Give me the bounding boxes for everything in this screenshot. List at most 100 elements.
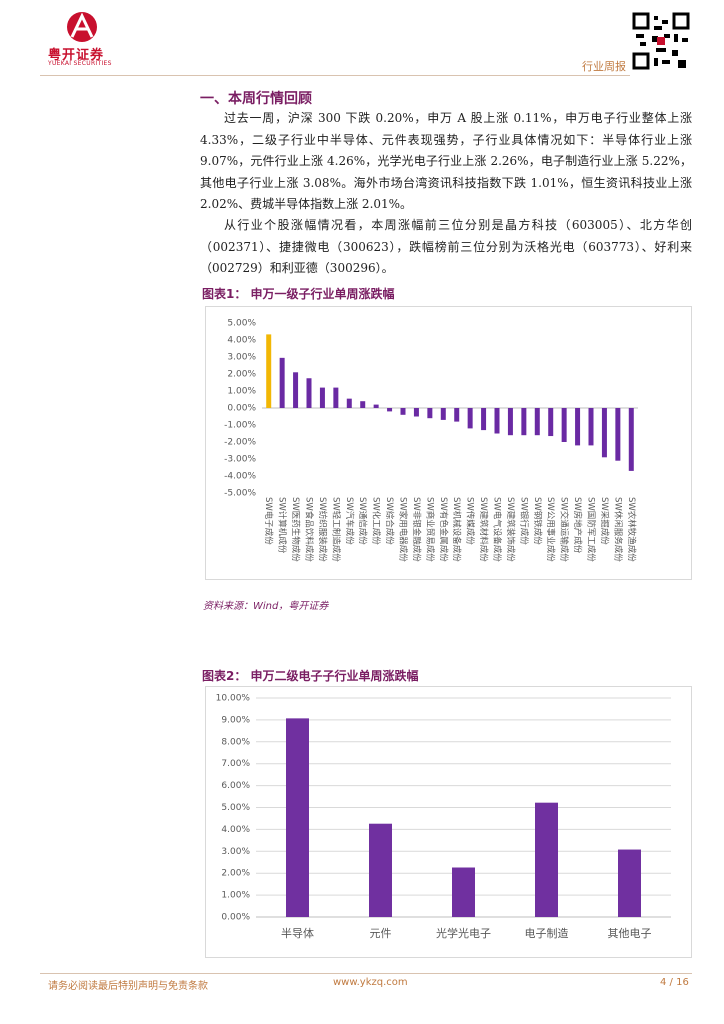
x-tick-label: SW纺织服装成份 [317,497,328,562]
x-tick-label: SW国防军工成份 [586,497,597,562]
qr-code [632,12,690,70]
y-tick-label: 5.00% [221,803,250,813]
x-tick-label: SW轻工制造成份 [330,497,341,562]
bar [360,401,366,408]
bar [286,718,309,917]
y-tick-label: 10.00% [216,694,251,704]
x-tick-label: SW公用事业成份 [545,497,556,562]
bar [588,408,594,446]
y-tick-label: 0.00% [221,913,250,923]
y-tick-label: 6.00% [221,781,250,791]
chart: 10.00% 9.00% 8.00% 7.00% 6.00% 5.00% 4.00% 3.00… [205,686,692,958]
bar [628,408,634,471]
bar [534,408,540,436]
x-tick-label: SW有色金属成份 [438,497,449,562]
bar [413,408,419,417]
bar [373,404,379,408]
bar [601,408,607,458]
y-tick-label: 3.00% [227,353,256,363]
bar [521,408,527,436]
bar [369,823,392,917]
bar [454,408,460,422]
x-tick-label: SW计算机成份 [277,497,288,554]
bar [575,408,581,446]
y-tick-label: 7.00% [221,759,250,769]
y-tick-label: 4.00% [227,336,256,346]
bar [548,408,554,437]
page-number: 4 / 16 [660,977,689,988]
bar [427,408,433,419]
y-tick-label: 8.00% [221,737,250,747]
bar [507,408,513,436]
x-tick-label: SW传媒成份 [465,497,476,545]
y-tick-label: -3.00% [224,455,256,465]
y-tick-label: 2.00% [227,370,256,380]
y-tick-label: -4.00% [224,472,256,482]
x-tick-label: SW休闲服务成份 [612,497,623,562]
bar [306,378,312,408]
header-rule [40,75,630,76]
x-tick-label: 光学光电子 [436,926,491,940]
bar [615,408,621,461]
y-tick-label: -2.00% [224,438,256,448]
bar [467,408,473,429]
footer-rule [40,973,692,974]
x-tick-label: SW房地产成份 [572,497,583,554]
bar [481,408,487,431]
bar [266,334,272,408]
figure-caption: 图表2： 申万二级电子子行业单周涨跌幅 [202,669,419,683]
logo-icon [67,12,97,42]
bar [494,408,500,434]
y-tick-label: 1.00% [221,891,250,901]
x-tick-label: SW食品饮料成份 [304,497,315,562]
x-tick-label: SW银行成份 [518,497,529,545]
brand-en: YUEKAI SECURITIES [48,60,112,67]
figure-caption: 图表1： 申万一级子行业单周涨跌幅 [202,287,395,301]
x-tick-label: SW机械设备成份 [451,497,462,562]
x-tick-label: SW通信成份 [357,497,368,545]
y-tick-label: 0.00% [227,404,256,414]
x-tick-label: SW化工成份 [371,497,382,545]
paragraph: 过去一周，沪深 300 下跌 0.20%，申万 A 股上涨 0.11%，申万电子… [200,111,692,211]
x-tick-label: 元件 [370,927,392,940]
y-tick-label: 9.00% [221,715,250,725]
x-tick-label: 半导体 [281,926,314,940]
y-tick-label: -1.00% [224,421,256,431]
bar [387,408,393,412]
chart: 5.00% 4.00% 3.00% 2.00% 1.00% 0.00% -1.00% -2.0… [205,306,692,580]
x-tick-label: SW电气设备成份 [492,497,503,562]
x-tick-label: SW农林牧渔成份 [626,497,637,562]
bar [440,408,446,420]
x-tick-label: SW钢铁成份 [532,497,543,545]
paragraph: 从行业个股涨幅情况看，本周涨幅前三位分别是晶方科技（603005）、北方华创（0… [200,218,692,275]
report-type: 行业周报 [582,60,626,73]
y-tick-label: -5.00% [224,489,256,499]
x-tick-label: SW商业贸易成份 [424,497,435,562]
x-tick-label: SW综合成份 [384,497,395,545]
x-tick-label: 其他电子 [608,927,652,940]
x-tick-label: SW电子成份 [263,497,274,545]
y-tick-label: 5.00% [227,319,256,329]
bar [333,387,339,408]
brand: 粤开证券 [48,48,105,63]
x-tick-label: SW交通运输成份 [559,497,570,562]
x-tick-label: SW非银金融成份 [411,497,422,562]
x-tick-label: SW采掘成份 [599,497,610,545]
y-tick-label: 2.00% [221,869,250,879]
bar [346,398,352,408]
disclaimer: 请务必阅读最后特别声明与免责条款 [48,981,208,992]
bar [319,387,325,408]
y-tick-label: 4.00% [221,825,250,835]
bar [535,802,558,917]
x-tick-label: 电子制造 [525,926,569,940]
bar [452,867,475,917]
website: www.ykzq.com [333,977,408,988]
bar [618,849,641,917]
x-tick-label: SW医药生物成份 [290,497,301,562]
bar [400,408,406,415]
section-title: 一、本周行情回顾 [200,91,312,107]
x-tick-label: SW汽车成份 [344,497,355,545]
x-tick-label: SW建筑装饰成份 [505,497,516,562]
y-tick-label: 3.00% [221,847,250,857]
